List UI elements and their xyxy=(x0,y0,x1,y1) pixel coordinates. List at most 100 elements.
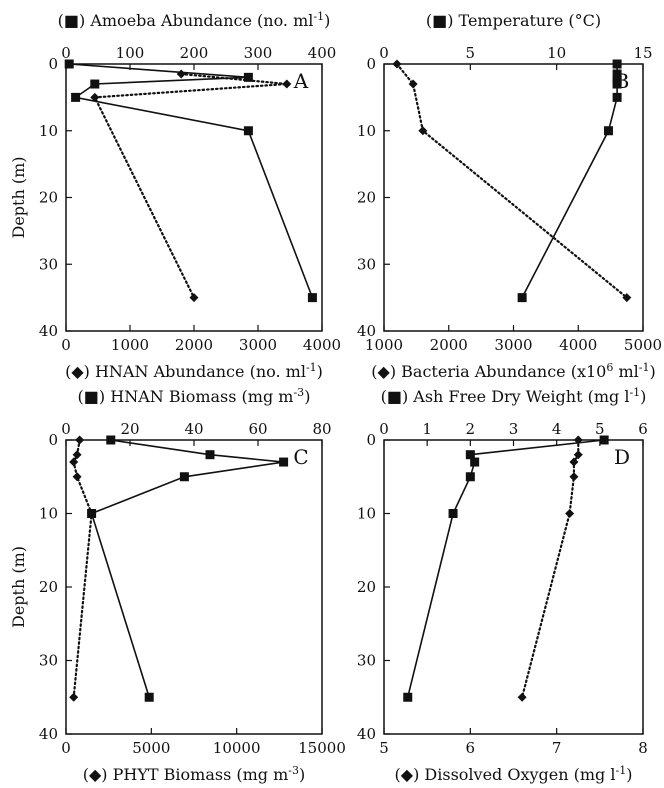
bottom-tick-label: 7 xyxy=(552,739,562,757)
data-point-square xyxy=(470,457,480,467)
top-tick-label: 5 xyxy=(466,44,476,62)
y-tick-label: 20 xyxy=(39,189,58,207)
data-point-square xyxy=(603,126,613,136)
data-point-square xyxy=(243,126,253,136)
data-point-diamond xyxy=(72,472,82,482)
top-tick-label: 40 xyxy=(184,420,203,438)
y-tick-label: 40 xyxy=(357,322,376,340)
top-axis-title: (■) HNAN Biomass (mg m-3) xyxy=(78,386,311,406)
top-tick-label: 0 xyxy=(379,44,389,62)
bottom-axis-title: (◆) HNAN Abundance (no. ml-1) xyxy=(65,361,323,381)
bottom-tick-label: 10000 xyxy=(213,739,261,757)
data-point-square xyxy=(64,59,74,69)
data-point-diamond xyxy=(90,92,100,102)
series-line-diamond xyxy=(395,62,628,299)
data-point-square xyxy=(71,92,81,102)
data-point-diamond xyxy=(189,293,199,303)
y-tick-label: 40 xyxy=(39,725,58,743)
data-point-square xyxy=(279,457,289,467)
data-point-diamond xyxy=(569,472,579,482)
top-tick-label: 15 xyxy=(633,44,652,62)
data-point-square xyxy=(612,69,622,79)
top-axis-title: (■) Amoeba Abundance (no. ml-1) xyxy=(58,10,331,30)
bottom-axis-title: (◆) PHYT Biomass (mg m-3) xyxy=(83,764,306,784)
data-point-diamond xyxy=(87,509,97,518)
y-tick-label: 20 xyxy=(357,578,376,596)
y-tick-label: 0 xyxy=(48,431,58,449)
y-tick-label: 30 xyxy=(39,255,58,273)
y-axis-title: Depth (m) xyxy=(9,546,28,628)
y-tick-label: 30 xyxy=(39,652,58,670)
data-point-square xyxy=(307,293,317,303)
bottom-tick-label: 5000 xyxy=(624,336,662,354)
top-tick-label: 2 xyxy=(466,420,476,438)
top-tick-label: 0 xyxy=(379,420,389,438)
y-tick-label: 0 xyxy=(48,55,58,73)
bottom-tick-label: 1000 xyxy=(111,336,149,354)
y-tick-label: 0 xyxy=(366,431,376,449)
data-point-square xyxy=(403,692,413,702)
bottom-tick-label: 5000 xyxy=(132,739,170,757)
top-tick-label: 60 xyxy=(248,420,267,438)
top-tick-label: 200 xyxy=(180,44,209,62)
data-point-square xyxy=(465,450,475,460)
data-point-diamond xyxy=(176,69,186,79)
y-tick-label: 20 xyxy=(357,189,376,207)
data-point-square xyxy=(144,692,154,702)
bottom-tick-label: 8 xyxy=(638,739,648,757)
panel-letter: A xyxy=(293,69,309,93)
panel-d: 0 1 2 3 4 5 6 5 6 7 8 0 10 20 30 40 (■) Ash Free Dry Wei… xyxy=(357,386,648,784)
series-line-square xyxy=(90,439,284,698)
y-tick-label: 30 xyxy=(357,652,376,670)
bottom-axis-title: (◆) Bacteria Abundance (x106 ml-1) xyxy=(371,361,655,381)
data-point-diamond xyxy=(408,79,418,89)
y-axis-title: Depth (m) xyxy=(9,156,28,238)
top-axis-title: (■) Temperature (°C) xyxy=(426,11,601,30)
top-tick-label: 5 xyxy=(595,420,605,438)
bottom-tick-label: 2000 xyxy=(175,336,213,354)
data-point-diamond xyxy=(517,692,527,702)
top-tick-label: 4 xyxy=(552,420,562,438)
bottom-tick-label: 5 xyxy=(379,739,389,757)
top-tick-label: 1 xyxy=(422,420,432,438)
bottom-tick-label: 15000 xyxy=(298,739,346,757)
y-tick-label: 40 xyxy=(39,322,58,340)
y-tick-label: 10 xyxy=(39,122,58,140)
panel-letter-backing xyxy=(289,70,313,94)
y-tick-label: 10 xyxy=(357,505,376,523)
data-point-diamond xyxy=(282,79,292,89)
data-point-diamond xyxy=(418,126,428,136)
data-point-diamond xyxy=(72,450,82,460)
series-line-diamond xyxy=(521,438,580,699)
y-tick-label: 10 xyxy=(39,505,58,523)
top-tick-label: 20 xyxy=(120,420,139,438)
bottom-tick-label: 2000 xyxy=(430,336,468,354)
y-tick-label: 40 xyxy=(357,725,376,743)
top-tick-label: 6 xyxy=(638,420,648,438)
top-tick-label: 300 xyxy=(244,44,273,62)
panel-a: 0 100 200 300 4000 1000 2000 3000 4000010203040(… xyxy=(9,10,341,381)
data-point-diamond xyxy=(69,457,79,467)
y-tick-label: 30 xyxy=(357,255,376,273)
top-tick-label: 0 xyxy=(61,44,71,62)
bottom-tick-label: 3000 xyxy=(239,336,277,354)
bottom-tick-label: 1000 xyxy=(365,336,403,354)
plot-frame xyxy=(65,63,323,332)
top-axis-title: (■) Ash Free Dry Weight (mg l-1) xyxy=(381,386,647,406)
top-tick-label: 400 xyxy=(308,44,337,62)
plot-frame xyxy=(383,439,644,735)
bottom-tick-label: 4000 xyxy=(559,336,597,354)
data-point-square xyxy=(612,59,622,69)
data-point-diamond xyxy=(75,435,85,445)
top-tick-label: 10 xyxy=(547,44,566,62)
plot-frame xyxy=(65,439,323,735)
bottom-tick-label: 4000 xyxy=(303,336,341,354)
data-point-square xyxy=(106,435,116,445)
bottom-tick-label: 3000 xyxy=(494,336,532,354)
series-line-square xyxy=(406,439,605,698)
data-point-square xyxy=(517,293,527,303)
top-tick-label: 80 xyxy=(312,420,331,438)
data-point-square xyxy=(179,472,189,482)
data-point-diamond xyxy=(569,457,579,467)
plot-frame xyxy=(383,63,644,332)
